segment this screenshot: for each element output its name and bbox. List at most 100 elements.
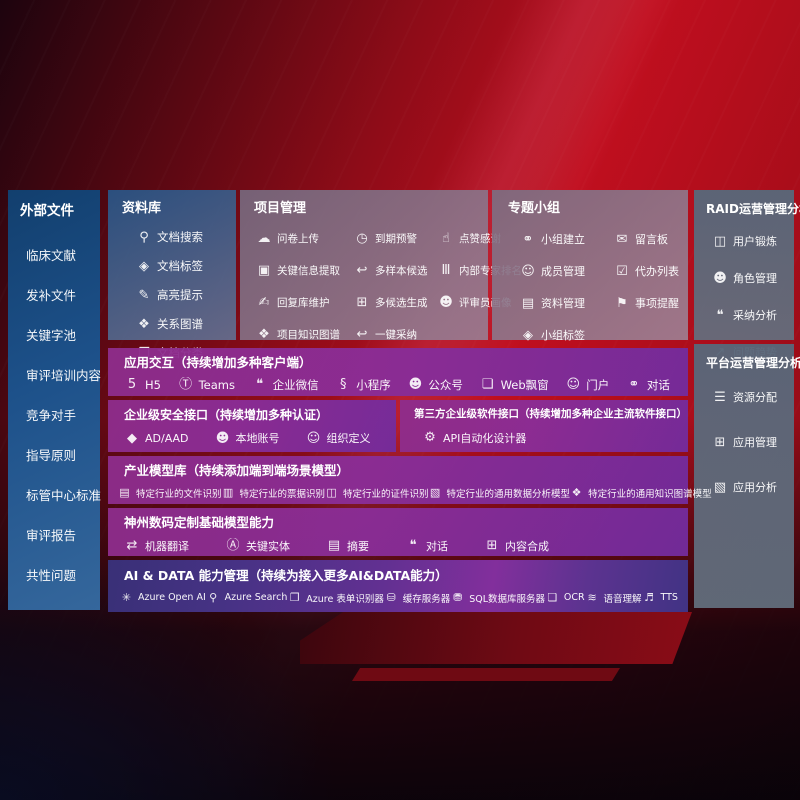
feature-item: § 小程序: [335, 377, 391, 393]
panel-title: AI & DATA 能力管理（持续为接入更多AI&DATA能力）: [124, 568, 448, 583]
feature-item: ❝ 对话: [405, 538, 449, 554]
feature-item: ☻ 角色管理: [712, 270, 794, 286]
feature-item: ⚲ 文档搜索: [136, 229, 236, 245]
external-files-list: 临床文献 发补文件 关键字池 审评培训内容 竞争对手 指导原则 标管中心标准 审评报告 共性问题: [26, 235, 102, 594]
message-board-icon: ✉: [616, 231, 628, 247]
feature-label: 点赞感谢: [459, 233, 501, 246]
official-account-icon: ☻: [408, 377, 423, 393]
azure-openai-icon: ✳: [121, 591, 132, 605]
feature-item: ✎ 高亮提示: [136, 287, 236, 303]
adopt-arrow-icon: ↩: [356, 327, 368, 343]
feature-item: ⚲ Azure Search: [207, 591, 288, 605]
alarm-clock-icon: ◷: [356, 231, 368, 247]
translate-icon: ⇄: [126, 538, 138, 554]
podium-icon: Ⅲ: [441, 263, 451, 279]
industry-kg-icon: ❖: [571, 486, 582, 500]
feature-label: 机器翻译: [145, 539, 189, 553]
list-item: 发补文件: [26, 288, 77, 304]
feature-label: 角色管理: [733, 272, 777, 286]
panel-industry-model-library: 产业模型库（持续添加端到端场景模型） ▤ 特定行业的文件识别 ▥ 特定行业的票据识别 ◫…: [108, 456, 712, 504]
panel-title: 第三方企业级软件接口（持续增加多种企业主流软件接口）: [414, 408, 687, 420]
feature-item: ≋ 语音理解: [586, 591, 642, 605]
feature-item: ❏ Web飘窗: [480, 377, 549, 393]
feature-item: ☺ 门户: [565, 377, 610, 393]
app-grid-icon: ⊞: [714, 434, 726, 450]
feature-item: ✍ 回复库维护: [256, 295, 354, 310]
feature-label: Web飘窗: [500, 377, 549, 392]
panel-base-model-capability: 神州数码定制基础模型能力 ⇄ 机器翻译 Ⓐ 关键实体 ▤ 摘要 ❝ 对话 ⊞ 内容合成: [108, 508, 688, 556]
feature-item: ♬ TTS: [642, 591, 678, 605]
wecom-chat-icon: ❝: [256, 377, 264, 393]
feature-item: ☝ 点赞感谢: [438, 231, 522, 246]
feature-item: ⚑ 事项提醒: [614, 295, 688, 311]
feature-label: 摘要: [347, 539, 369, 553]
project-management-items: ☁ 问卷上传 ◷ 到期预警 ☝ 点赞感谢 ▣ 关键信息提取 ↩ 多样本候选 Ⅲ 内部专家排名 ✍ 回复库维…: [256, 231, 523, 342]
panel-thirdparty-software-api: 第三方企业级软件接口（持续增加多种企业主流软件接口） ⚙ API自动化设计器: [400, 400, 688, 452]
feature-item: ▣ 关键信息提取: [256, 263, 354, 278]
feature-item: ◫ 用户锻炼: [712, 233, 794, 249]
feature-label: 语音理解: [603, 593, 642, 605]
grid-generate-icon: ⊞: [356, 295, 368, 311]
feature-label: 特定行业的通用知识图谱模型: [588, 488, 712, 500]
miniprogram-icon: §: [340, 377, 347, 393]
h5-icon: 5: [127, 377, 137, 393]
security-api-items: ◆ AD/AAD ☻ 本地账号 ☺ 组织定义: [124, 430, 396, 446]
panel-title: 应用交互（持续增加多种客户端）: [124, 355, 312, 370]
summary-doc-icon: ▤: [327, 538, 341, 554]
member-manage-icon: ☺: [521, 263, 535, 279]
feature-item: 5 H5: [124, 377, 161, 393]
feature-label: 本地账号: [235, 432, 280, 446]
person-portrait-icon: ☻: [439, 295, 453, 311]
feature-label: 用户锻炼: [733, 235, 777, 249]
raid-ops-items: ◫用户锻炼☻角色管理❝采纳分析↗问题趋势: [712, 233, 794, 360]
data-library-items: ⚲文档搜索◈文档标签✎高亮提示❖关系图谱❐文档分类: [136, 229, 236, 361]
feature-label: 对话: [426, 539, 448, 553]
monitor-stand-shape: [300, 612, 692, 664]
reply-arrow-icon: ↩: [356, 263, 368, 279]
feature-label: 资料管理: [541, 297, 585, 311]
team-build-icon: ⚭: [522, 231, 534, 247]
panel-title: 神州数码定制基础模型能力: [124, 515, 275, 530]
feature-label: 特定行业的文件识别: [136, 488, 222, 500]
panel-topic-groups: 专题小组 ⚭ 小组建立 ✉ 留言板 ☺ 成员管理 ☑ 代办列表 ▤ 资料管理 ⚑ 事项提醒 ◈ 小组标签: [492, 190, 688, 343]
key-entity-icon: Ⓐ: [226, 538, 240, 554]
panel-app-interaction: 应用交互（持续增加多种客户端） 5 H5 Ⓣ Teams ❝ 企业微信 § 小程序 ☻ 公众号 ❏ W…: [108, 348, 688, 396]
role-people-icon: ☻: [713, 270, 727, 286]
api-gear-icon: ⚙: [424, 430, 436, 446]
app-chart-icon: ▧: [713, 479, 727, 495]
industry-data-icon: ▧: [429, 486, 441, 500]
feature-label: 留言板: [635, 233, 668, 247]
thumbs-up-icon: ☝: [442, 231, 450, 247]
panel-raid-ops-analysis: RAID运营管理分析 ◫用户锻炼☻角色管理❝采纳分析↗问题趋势: [694, 190, 800, 359]
feature-label: 关系图谱: [157, 317, 203, 332]
feature-label: API自动化设计器: [443, 431, 527, 445]
feature-item: ❏ OCR: [546, 591, 584, 605]
feature-item: ✉ 留言板: [614, 231, 688, 247]
teams-icon: Ⓣ: [179, 377, 193, 393]
cache-server-icon: ⛁: [386, 591, 396, 605]
feature-label: 公众号: [428, 377, 463, 392]
feature-item: ◷ 到期预警: [354, 231, 438, 246]
reminder-bell-icon: ⚑: [616, 295, 628, 311]
feature-label: AD/AAD: [145, 431, 189, 445]
ai-data-items: ✳ Azure Open AI ⚲ Azure Search ❐ Azure 表单识别器 ⛁…: [120, 591, 678, 605]
speech-understand-icon: ≋: [587, 591, 597, 605]
feature-label: Azure 表单识别器: [306, 593, 384, 605]
feature-label: 小程序: [356, 377, 391, 392]
feature-item: ⊞ 应用管理: [712, 434, 794, 450]
tts-icon: ♬: [644, 591, 654, 605]
cloud-upload-icon: ☁: [257, 231, 271, 247]
list-item: 审评培训内容: [26, 368, 102, 384]
doc-tag-icon: ◈: [139, 258, 149, 274]
feature-item: ↩ 一键采纳: [354, 327, 438, 342]
feature-item: ⛃ SQL数据库服务器: [451, 591, 545, 605]
thirdparty-api-items: ⚙ API自动化设计器: [422, 430, 688, 446]
list-item: 标管中心标准: [26, 487, 102, 503]
feature-item: ☻ 公众号: [407, 377, 463, 393]
topic-group-items: ⚭ 小组建立 ✉ 留言板 ☺ 成员管理 ☑ 代办列表 ▤ 资料管理 ⚑ 事项提醒 ◈ 小组标签: [520, 231, 688, 343]
feature-label: Azure Search: [224, 592, 288, 604]
doc-search-icon: ⚲: [139, 229, 149, 245]
relation-graph-icon: ❖: [138, 316, 150, 332]
feature-label: 特定行业的通用数据分析模型: [446, 488, 571, 500]
feature-item: ▤ 特定行业的文件识别: [118, 486, 222, 500]
